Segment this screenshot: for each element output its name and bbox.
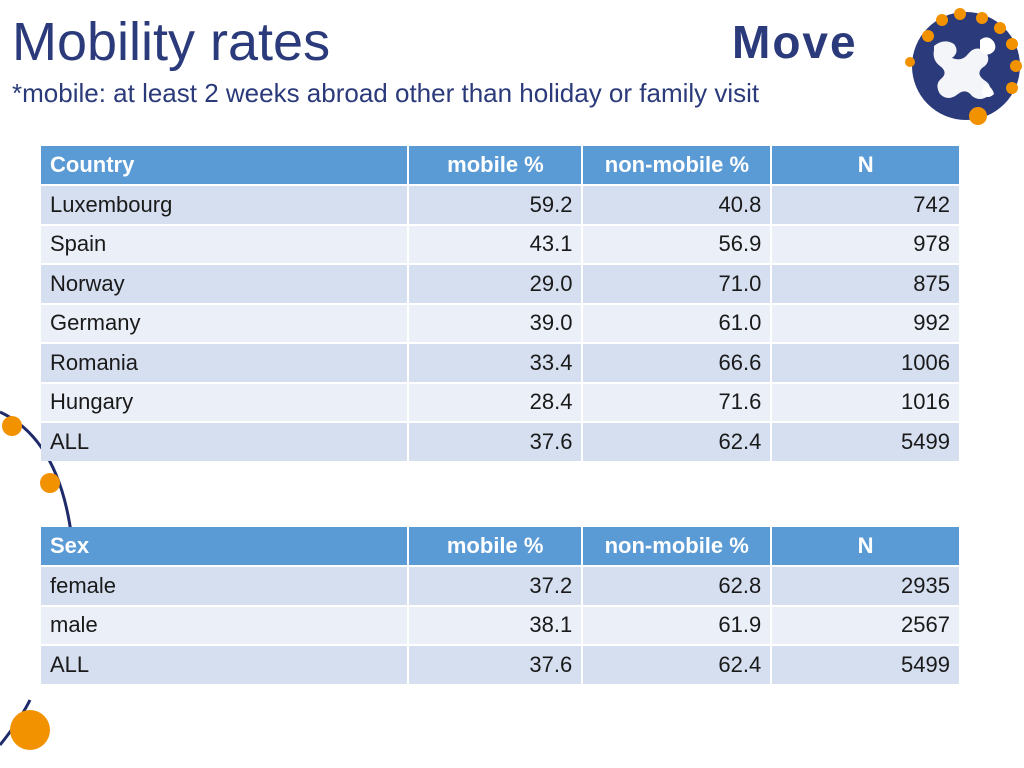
orange-dot: [40, 473, 60, 493]
mobile-cell: 33.4: [409, 344, 582, 382]
n-cell: 875: [772, 265, 959, 303]
column-header-n: N: [772, 146, 959, 184]
table-row-total: ALL 37.6 62.4 5499: [41, 423, 959, 461]
mobile-cell: 37.2: [409, 567, 582, 605]
column-header-non-mobile: non-mobile %: [583, 146, 771, 184]
n-cell: 1016: [772, 383, 959, 421]
country-mobility-table: Country mobile % non-mobile % N Luxembou…: [39, 144, 961, 463]
sex-cell: ALL: [41, 646, 408, 684]
sex-mobility-table: Sex mobile % non-mobile % N female 37.2 …: [39, 525, 961, 686]
country-cell: Spain: [41, 225, 408, 263]
mobile-cell: 37.6: [409, 646, 582, 684]
page-subtitle: *mobile: at least 2 weeks abroad other t…: [12, 78, 760, 108]
country-cell: Germany: [41, 304, 408, 342]
mobile-cell: 37.6: [409, 423, 582, 461]
table-row: Norway 29.0 71.0 875: [41, 265, 959, 303]
table-header-row: Sex mobile % non-mobile % N: [41, 527, 959, 565]
table-row: Germany 39.0 61.0 992: [41, 304, 959, 342]
move-logo: Move: [732, 8, 1022, 125]
country-cell: Hungary: [41, 383, 408, 421]
non-mobile-cell: 62.8: [583, 567, 771, 605]
sex-cell: male: [41, 606, 408, 644]
non-mobile-cell: 71.6: [583, 383, 771, 421]
table-row-total: ALL 37.6 62.4 5499: [41, 646, 959, 684]
country-cell: Romania: [41, 344, 408, 382]
non-mobile-cell: 61.9: [583, 606, 771, 644]
non-mobile-cell: 62.4: [583, 646, 771, 684]
orange-dot: [10, 710, 50, 750]
mobile-cell: 28.4: [409, 383, 582, 421]
table-row: Luxembourg 59.2 40.8 742: [41, 186, 959, 224]
non-mobile-cell: 62.4: [583, 423, 771, 461]
table-header-row: Country mobile % non-mobile % N: [41, 146, 959, 184]
n-cell: 5499: [772, 646, 959, 684]
sex-cell: female: [41, 567, 408, 605]
europe-globe-icon: [912, 12, 1020, 120]
column-header-mobile: mobile %: [409, 146, 582, 184]
country-cell: ALL: [41, 423, 408, 461]
orange-dot-ring: [905, 8, 1022, 125]
country-cell: Norway: [41, 265, 408, 303]
table-row: male 38.1 61.9 2567: [41, 606, 959, 644]
country-cell: Luxembourg: [41, 186, 408, 224]
non-mobile-cell: 66.6: [583, 344, 771, 382]
mobile-cell: 43.1: [409, 225, 582, 263]
table-row: Hungary 28.4 71.6 1016: [41, 383, 959, 421]
page-title: Mobility rates: [12, 12, 331, 72]
column-header-sex: Sex: [41, 527, 408, 565]
non-mobile-cell: 71.0: [583, 265, 771, 303]
mobile-cell: 38.1: [409, 606, 582, 644]
column-header-mobile: mobile %: [409, 527, 582, 565]
table-row: Spain 43.1 56.9 978: [41, 225, 959, 263]
n-cell: 1006: [772, 344, 959, 382]
n-cell: 992: [772, 304, 959, 342]
n-cell: 2935: [772, 567, 959, 605]
n-cell: 978: [772, 225, 959, 263]
table-row: female 37.2 62.8 2935: [41, 567, 959, 605]
column-header-country: Country: [41, 146, 408, 184]
non-mobile-cell: 40.8: [583, 186, 771, 224]
non-mobile-cell: 61.0: [583, 304, 771, 342]
mobile-cell: 29.0: [409, 265, 582, 303]
orange-dot: [2, 416, 22, 436]
logo-text: Move: [732, 16, 858, 68]
column-header-non-mobile: non-mobile %: [583, 527, 771, 565]
column-header-n: N: [772, 527, 959, 565]
n-cell: 2567: [772, 606, 959, 644]
mobile-cell: 59.2: [409, 186, 582, 224]
non-mobile-cell: 56.9: [583, 225, 771, 263]
n-cell: 5499: [772, 423, 959, 461]
n-cell: 742: [772, 186, 959, 224]
table-row: Romania 33.4 66.6 1006: [41, 344, 959, 382]
mobile-cell: 39.0: [409, 304, 582, 342]
